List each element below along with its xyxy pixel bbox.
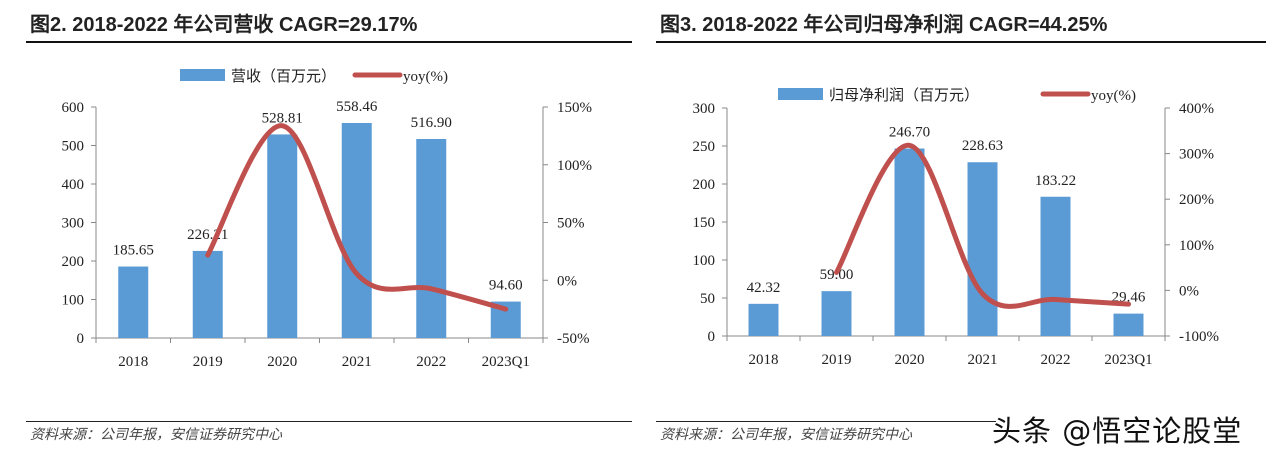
bar	[748, 303, 779, 336]
watermark: 头条 @悟空论股堂	[992, 414, 1243, 448]
y2-tick-label: 0%	[557, 273, 577, 289]
y2-tick-label: -50%	[557, 331, 590, 347]
bar-data-label: 246.70	[889, 125, 930, 141]
bar	[267, 134, 298, 338]
bar-data-label: 185.65	[113, 243, 154, 259]
y-tick-label: 150	[693, 215, 716, 231]
y2-tick-label: 100%	[1179, 238, 1214, 254]
y-tick-label: 200	[62, 254, 85, 270]
y2-tick-label: 300%	[1179, 147, 1214, 163]
bar-data-label: 228.63	[962, 138, 1003, 154]
source-note: 资料来源：公司年报，安信证券研究中心	[660, 427, 912, 443]
legend-swatch-bar	[180, 69, 225, 81]
y-tick-label: 100	[62, 293, 85, 309]
chart-title-profit: 图3. 2018-2022 年公司归母净利润 CAGR=44.25%	[660, 14, 1108, 36]
x-tick-label: 2020	[895, 352, 925, 368]
bar-data-label: 558.46	[336, 99, 378, 115]
title-rule	[656, 41, 1266, 43]
chart-title-revenue: 图2. 2018-2022 年公司营收 CAGR=29.17%	[30, 14, 418, 36]
bar-data-label: 528.81	[262, 110, 303, 126]
y-tick-label: 50	[700, 291, 715, 307]
y2-tick-label: 400%	[1179, 101, 1214, 117]
x-tick-label: 2018	[118, 354, 148, 370]
x-tick-label: 2022	[1041, 352, 1071, 368]
y-tick-label: 0	[77, 331, 85, 347]
legend-label-line: yoy(%)	[403, 69, 448, 85]
y-tick-label: 0	[708, 329, 716, 345]
y-tick-label: 600	[62, 100, 85, 116]
bar-data-label: 183.22	[1035, 173, 1076, 189]
y-tick-label: 250	[693, 139, 716, 155]
bar	[894, 148, 925, 336]
bar	[192, 250, 223, 338]
y-tick-label: 400	[62, 177, 85, 193]
bar-data-label: 516.90	[411, 115, 452, 131]
x-tick-label: 2019	[822, 352, 852, 368]
footer-rule	[656, 421, 996, 422]
y-tick-label: 300	[62, 216, 85, 232]
yoy-line	[834, 142, 1131, 309]
source-note: 资料来源：公司年报，安信证券研究中心	[30, 427, 282, 443]
x-tick-label: 2018	[749, 352, 779, 368]
bar-data-label: 94.60	[489, 278, 523, 294]
bar-data-label: 42.32	[747, 280, 781, 296]
bar-data-label: 226.21	[187, 227, 228, 243]
y2-tick-label: 0%	[1179, 283, 1199, 299]
x-tick-label: 2021	[342, 354, 372, 370]
x-tick-label: 2023Q1	[1104, 352, 1152, 368]
yoy-line	[205, 123, 509, 312]
legend-swatch-bar	[778, 88, 823, 100]
bar	[341, 122, 372, 339]
y-tick-label: 500	[62, 139, 85, 155]
y2-tick-label: 100%	[557, 158, 592, 174]
x-tick-label: 2020	[267, 354, 297, 370]
y2-tick-label: -100%	[1179, 329, 1219, 345]
legend-label-bar: 营收（百万元）	[231, 67, 336, 85]
y2-tick-label: 150%	[557, 100, 592, 116]
legend-label-line: yoy(%)	[1091, 88, 1136, 104]
x-tick-label: 2022	[416, 354, 446, 370]
y-tick-label: 300	[693, 101, 716, 117]
bar	[967, 162, 998, 336]
x-tick-label: 2023Q1	[482, 354, 530, 370]
footer-rule	[26, 421, 632, 422]
legend-label-bar: 归母净利润（百万元）	[829, 86, 979, 104]
bar	[416, 138, 447, 338]
x-tick-label: 2019	[193, 354, 223, 370]
bar	[118, 266, 149, 338]
bar-data-label: 59.00	[820, 267, 854, 283]
bar	[821, 291, 852, 336]
y2-tick-label: 50%	[557, 216, 585, 232]
y-tick-label: 100	[693, 253, 716, 269]
y2-tick-label: 200%	[1179, 192, 1214, 208]
bar	[1040, 196, 1071, 336]
y-tick-label: 200	[693, 177, 716, 193]
x-tick-label: 2021	[968, 352, 998, 368]
title-rule	[26, 41, 632, 43]
bar	[1113, 313, 1144, 336]
